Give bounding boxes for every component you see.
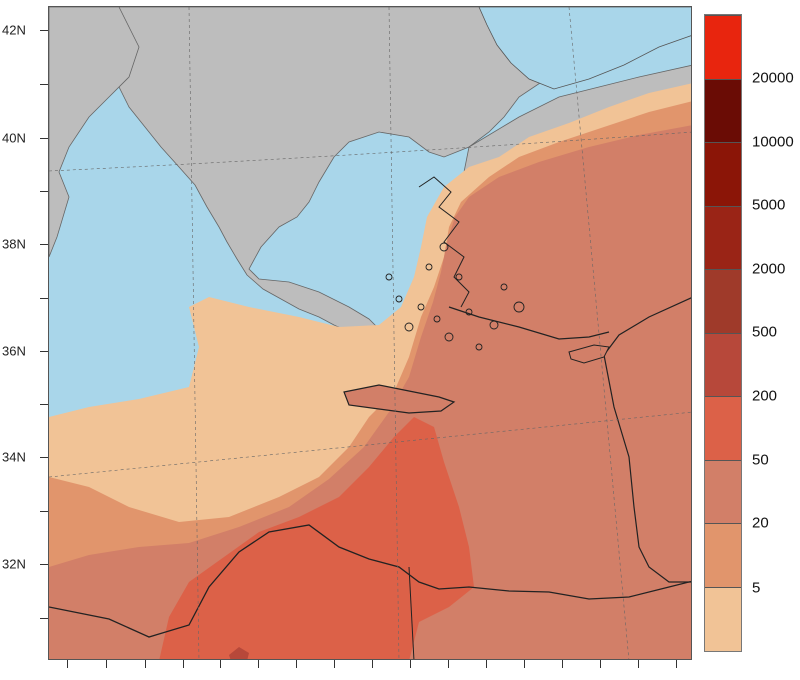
lon-tick: [67, 660, 68, 668]
dust-level-500: [229, 647, 249, 659]
aegean-islands: [385, 242, 525, 351]
lon-tick: [600, 660, 601, 668]
legend-band: [705, 142, 741, 206]
land-balkans: [67, 7, 691, 333]
legend-label-5000: 5000: [752, 196, 786, 214]
legend-label-20: 20: [752, 514, 769, 532]
land-italy: [49, 7, 140, 258]
crete: [343, 384, 456, 414]
lat-tick: [40, 138, 48, 139]
lat-tick: [40, 457, 48, 458]
border-egypt-libya: [408, 566, 415, 659]
lon-tick: [486, 660, 487, 668]
lat-tick: [40, 244, 48, 245]
legend-label-2000: 2000: [752, 260, 786, 278]
lat-label-36n: 36N: [2, 343, 26, 359]
lon-tick: [562, 660, 563, 668]
graticule: [49, 7, 691, 659]
dust-level-200: [159, 417, 474, 659]
lat-tick: [40, 511, 48, 512]
map-view[interactable]: [48, 6, 692, 660]
legend-label-200: 200: [752, 387, 778, 405]
legend-band: [705, 269, 741, 333]
legend-band: [705, 587, 741, 651]
lat-label-32n: 32N: [2, 556, 26, 572]
lat-tick: [40, 298, 48, 299]
legend-band: [705, 79, 741, 142]
lat-tick: [40, 564, 48, 565]
lat-tick: [40, 618, 48, 619]
legend-label-50: 50: [752, 451, 769, 469]
lon-tick: [638, 660, 639, 668]
lat-tick: [40, 191, 48, 192]
lon-tick: [524, 660, 525, 668]
map-canvas: [49, 7, 691, 659]
coastline-turkey-south: [448, 306, 610, 340]
lat-label-38n: 38N: [2, 236, 26, 252]
dust-level-50: [49, 125, 691, 659]
cyprus: [568, 344, 610, 364]
lat-tick: [40, 351, 48, 352]
legend-label-20000: 20000: [752, 69, 794, 87]
legend-band: [705, 15, 741, 79]
lat-tick: [40, 30, 48, 31]
lat-label-34n: 34N: [2, 449, 26, 465]
legend-label-500: 500: [752, 323, 778, 341]
coastline-north-africa: [49, 524, 691, 638]
lon-tick: [258, 660, 259, 668]
legend-band: [705, 460, 741, 523]
lat-tick: [40, 84, 48, 85]
lon-tick: [410, 660, 411, 668]
lon-tick: [372, 660, 373, 668]
legend-label-5: 5: [752, 579, 761, 597]
lat-tick: [40, 404, 48, 405]
lat-label-42n: 42N: [2, 22, 26, 38]
legend-band: [705, 333, 741, 396]
lon-tick: [448, 660, 449, 668]
coastline-levant: [603, 297, 691, 583]
lon-tick: [183, 660, 184, 668]
lon-tick: [220, 660, 221, 668]
legend-label-10000: 10000: [752, 133, 794, 151]
legend-band: [705, 396, 741, 460]
lon-tick: [334, 660, 335, 668]
lon-tick: [296, 660, 297, 668]
black-sea: [478, 7, 691, 90]
coastline-anatolia-west: [418, 176, 470, 308]
color-legend: [704, 14, 742, 652]
lon-tick: [145, 660, 146, 668]
legend-band: [705, 206, 741, 269]
lon-tick: [106, 660, 107, 668]
lat-label-40n: 40N: [2, 130, 26, 146]
lon-tick: [676, 660, 677, 668]
legend-band: [705, 523, 741, 587]
dust-patch-a: [219, 347, 269, 379]
